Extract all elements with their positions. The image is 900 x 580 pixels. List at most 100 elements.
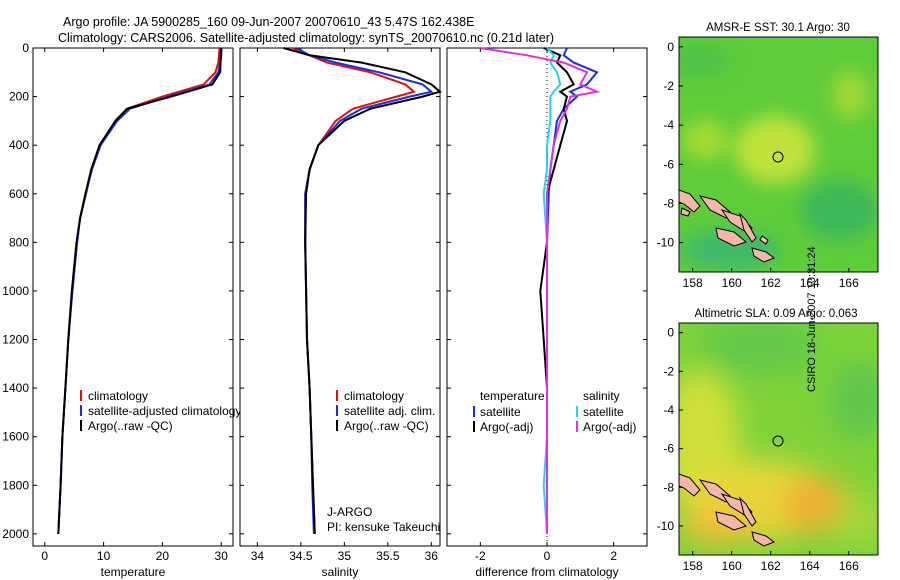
sst-cool-patch (679, 44, 730, 76)
sst-map-y-tick-label: -6 (663, 157, 674, 171)
temperature-legend-label: Argo(..raw -QC) (88, 419, 173, 433)
sla-map-title: Altimetric SLA: 0.09 Argo: 0.063 (694, 308, 857, 320)
sla-map-panel: Altimetric SLA: 0.09 Argo: 0.063 (657, 308, 879, 573)
temperature-y-tick-label: 200 (9, 90, 29, 104)
sla-map-y-tick-label: -6 (663, 442, 674, 456)
sla-high-patch (780, 477, 850, 533)
salinity-series-argo-raw-qc- (283, 47, 443, 534)
sst-map-frame (678, 36, 879, 273)
temperature-series-argo-raw-qc- (57, 48, 223, 534)
argo-location-marker (772, 151, 784, 163)
temperature-x-tick-label: 10 (97, 549, 111, 563)
difference-panel: -2 0 2 difference from climatology temperatu… (446, 47, 648, 579)
temperature-x-tick-label: 0 (41, 549, 48, 563)
sla-map-x-tick-label: 166 (839, 559, 859, 573)
pi-annotation-line: J-ARGO (327, 505, 372, 519)
island-guadalcanal (715, 511, 748, 531)
sst-warm-patch (735, 116, 815, 184)
sla-map-y-tick-label: 0 (667, 326, 674, 340)
salinity-x-axis-label: salinity (322, 565, 359, 579)
temperature-y-tick-label: 400 (9, 138, 29, 152)
temperature-y-tick-label: 2000 (2, 527, 29, 541)
temperature-y-tick-label: 1800 (2, 478, 29, 492)
sla-mid-patch (835, 495, 878, 545)
sst-map-y-tick-label: -4 (663, 118, 674, 132)
temperature-y-tick-label: 1200 (2, 333, 29, 347)
temperature-y-tick-label: 1400 (2, 381, 29, 395)
salinity-x-tick-label: 34 (251, 549, 265, 563)
temperature-y-tick-label: 1600 (2, 430, 29, 444)
sst-map-y-tick-label: -2 (663, 79, 674, 93)
temperature-y-tick-label: 800 (9, 235, 29, 249)
sst-map-x-tick-label: 166 (839, 276, 859, 290)
island-bougainville (679, 473, 701, 497)
temperature-x-tick-label: 30 (215, 549, 229, 563)
sst-cool-patch (680, 230, 780, 270)
sst-warm-patch (832, 71, 868, 119)
temperature-y-tick-label: 0 (22, 41, 29, 55)
salinity-x-tick-label: 35 (338, 549, 352, 563)
island-small (680, 207, 691, 217)
island-small (759, 235, 769, 245)
sst-map-y-tick-label: -8 (663, 196, 674, 210)
sst-map-panel: AMSR-E SST: 30.1 Argo: 30 (657, 22, 879, 290)
diff-legend-label: Argo(-adj) (583, 420, 636, 434)
difference-x-tick-label: 2 (610, 549, 617, 563)
temperature-x-axis-label: temperature (101, 565, 166, 579)
sla-map-y-tick-label: -10 (657, 519, 675, 533)
salinity-legend-label: climatology (344, 389, 404, 403)
island-malaita (739, 496, 757, 527)
sla-land (679, 473, 776, 547)
sla-map-x-tick-label: 162 (761, 559, 781, 573)
sst-land (679, 189, 776, 263)
sst-map-x-tick-label: 162 (761, 276, 781, 290)
sla-map-y-tick-label: -4 (663, 403, 674, 417)
difference-x-tick-label: -2 (475, 549, 486, 563)
island-makira (751, 247, 776, 263)
sst-map-y-tick-label: -10 (657, 236, 675, 250)
sla-high-patch (680, 505, 760, 545)
sla-map-x-tick-label: 160 (722, 559, 742, 573)
diff-legend-label: satellite (480, 405, 521, 419)
salinity-x-tick-label: 34.5 (289, 549, 313, 563)
sla-low-patch (830, 360, 878, 440)
figure-title-line2: Climatology: CARS2006. Satellite-adjuste… (58, 31, 554, 45)
temperature-panel: 0 10 20 30 0 200 400 600 800 1000 1200 1400 1600 1800… (2, 41, 241, 579)
salinity-legend-label: satellite adj. clim. (344, 404, 435, 418)
sla-map-frame (678, 322, 879, 556)
island-makira (751, 531, 776, 547)
salinity-legend-label: Argo(..raw -QC) (344, 419, 429, 433)
sla-map-y-tick-label: -8 (663, 480, 674, 494)
timestamp-stamp: CSIRO 18-Jun-2007 10:31:24 (806, 246, 818, 392)
sla-map-x-tick-label: 164 (800, 559, 820, 573)
figure-title-line1: Argo profile: JA 5900285_160 09-Jun-2007… (63, 15, 474, 29)
pi-annotation-line: PI: kensuke Takeuchi (327, 520, 440, 534)
temperature-y-tick-label: 1000 (2, 284, 29, 298)
diff-legend-label: Argo(-adj) (480, 420, 533, 434)
salinity-x-tick-label: 36 (425, 549, 439, 563)
temperature-legend-label: climatology (88, 389, 148, 403)
island-bougainville (679, 189, 701, 213)
diff-legend-group-title: temperature (480, 389, 545, 403)
diff-legend-group-title: salinity (583, 389, 620, 403)
sst-cool-patch (800, 180, 878, 240)
sst-map-x-tick-label: 164 (800, 276, 820, 290)
temperature-y-tick-label: 600 (9, 187, 29, 201)
island-guadalcanal (715, 227, 748, 247)
diff-legend-label: satellite (583, 405, 624, 419)
temperature-plot-frame (32, 47, 234, 547)
sst-map-y-tick-label: 0 (667, 40, 674, 54)
sla-map-y-tick-label: -2 (663, 364, 674, 378)
sst-map-x-tick-label: 160 (722, 276, 742, 290)
temperature-x-tick-label: 20 (156, 549, 170, 563)
difference-series-salinity-argo-adj- (480, 47, 601, 534)
temperature-legend-label: satellite-adjusted climatology (88, 404, 241, 418)
difference-x-axis-label: difference from climatology (475, 565, 618, 579)
sla-map-x-tick-label: 158 (683, 559, 703, 573)
difference-x-tick-label: 0 (544, 549, 551, 563)
sst-map-x-tick-label: 158 (683, 276, 703, 290)
salinity-plot-frame (239, 47, 441, 547)
salinity-panel: 34 34.5 35 35.5 36 salinity climatologysatelli… (239, 47, 443, 579)
sst-warm-patch (683, 120, 727, 160)
